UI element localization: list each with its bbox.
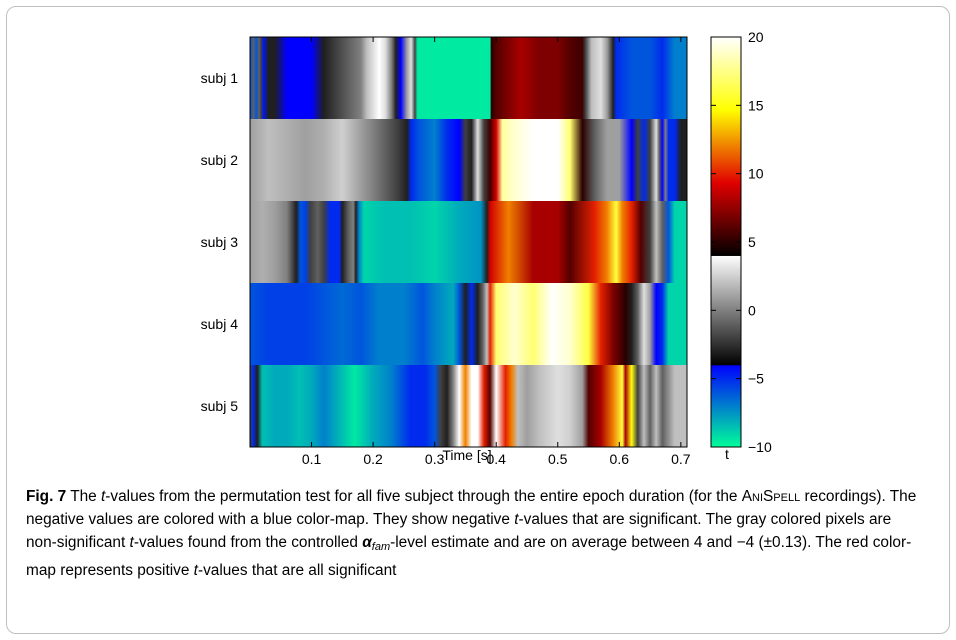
x-tick-label: 0.7 [671, 451, 691, 467]
row-label: subj 4 [201, 316, 239, 332]
figure-frame [6, 6, 950, 634]
row-label: subj 3 [201, 234, 239, 250]
colorbar: −10 −5 0 5 10 15 20 [710, 29, 772, 455]
heatmap-row-3 [250, 201, 687, 284]
caption-anispell: AniSpell [741, 488, 801, 505]
caption-text-4: -values that are significant. The gray c… [26, 511, 892, 551]
colorbar-label: t [725, 446, 729, 462]
x-tick-label: 0.4 [486, 451, 506, 467]
colorbar-tick-label: 5 [748, 234, 756, 250]
row-label: subj 5 [201, 398, 239, 414]
row-label: subj 2 [201, 152, 239, 168]
heatmap-row-5 [250, 365, 687, 448]
row-label: subj 1 [201, 70, 239, 86]
caption-t-italic-3: t [129, 534, 134, 551]
caption-text-5: -values found from the controlled [133, 534, 363, 551]
heatmap-row-2 [250, 119, 687, 202]
colorbar-tick-label: −10 [748, 439, 772, 455]
heatmap-row-4 [250, 283, 687, 366]
figure-number: Fig. 7 [26, 488, 67, 505]
colorbar-tick-label: 20 [748, 29, 764, 45]
colorbar-segment [711, 37, 741, 256]
figure-caption: Fig. 7 The t-values from the permutation… [26, 485, 926, 582]
caption-text-3: recordings). The negative values are col… [26, 488, 917, 528]
colorbar-tick-label: 10 [748, 166, 764, 182]
x-tick-label: 0.2 [363, 451, 383, 467]
heatmap-figure: 0.1 0.2 0.3 0.4 0.5 0.6 0.7 subj 1 subj 2 subj 3… [201, 29, 772, 467]
caption-t-italic-2: t [514, 511, 519, 528]
colorbar-tick-label: 0 [748, 302, 756, 318]
heatmap-row-1 [250, 37, 687, 120]
caption-alpha-symbol: α [362, 534, 372, 551]
x-tick-label: 0.3 [425, 451, 445, 467]
caption-text-6: -level estimate and are on average betwe… [26, 534, 912, 579]
caption-t-italic-4: t [193, 562, 198, 579]
x-axis-label: Time [s] [442, 447, 491, 463]
caption-text-1: The [66, 488, 101, 505]
caption-t-italic-1: t [101, 488, 106, 505]
x-axis-ticks: 0.1 0.2 0.3 0.4 0.5 0.6 0.7 [302, 37, 691, 467]
colorbar-tick-label: 15 [748, 97, 764, 113]
colorbar-segment [711, 365, 741, 448]
x-tick-label: 0.5 [548, 451, 568, 467]
x-tick-label: 0.6 [610, 451, 630, 467]
row-labels: subj 1 subj 2 subj 3 subj 4 subj 5 [201, 70, 239, 414]
caption-text-2: -values from the permutation test for al… [105, 488, 742, 505]
plot-border [249, 36, 688, 448]
heatmap-rows [250, 37, 687, 448]
colorbar-tick-label: −5 [748, 371, 764, 387]
caption-text-7: -values that are all significant [197, 562, 397, 579]
caption-alpha-subscript: fam [371, 541, 391, 553]
x-tick-label: 0.1 [302, 451, 322, 467]
